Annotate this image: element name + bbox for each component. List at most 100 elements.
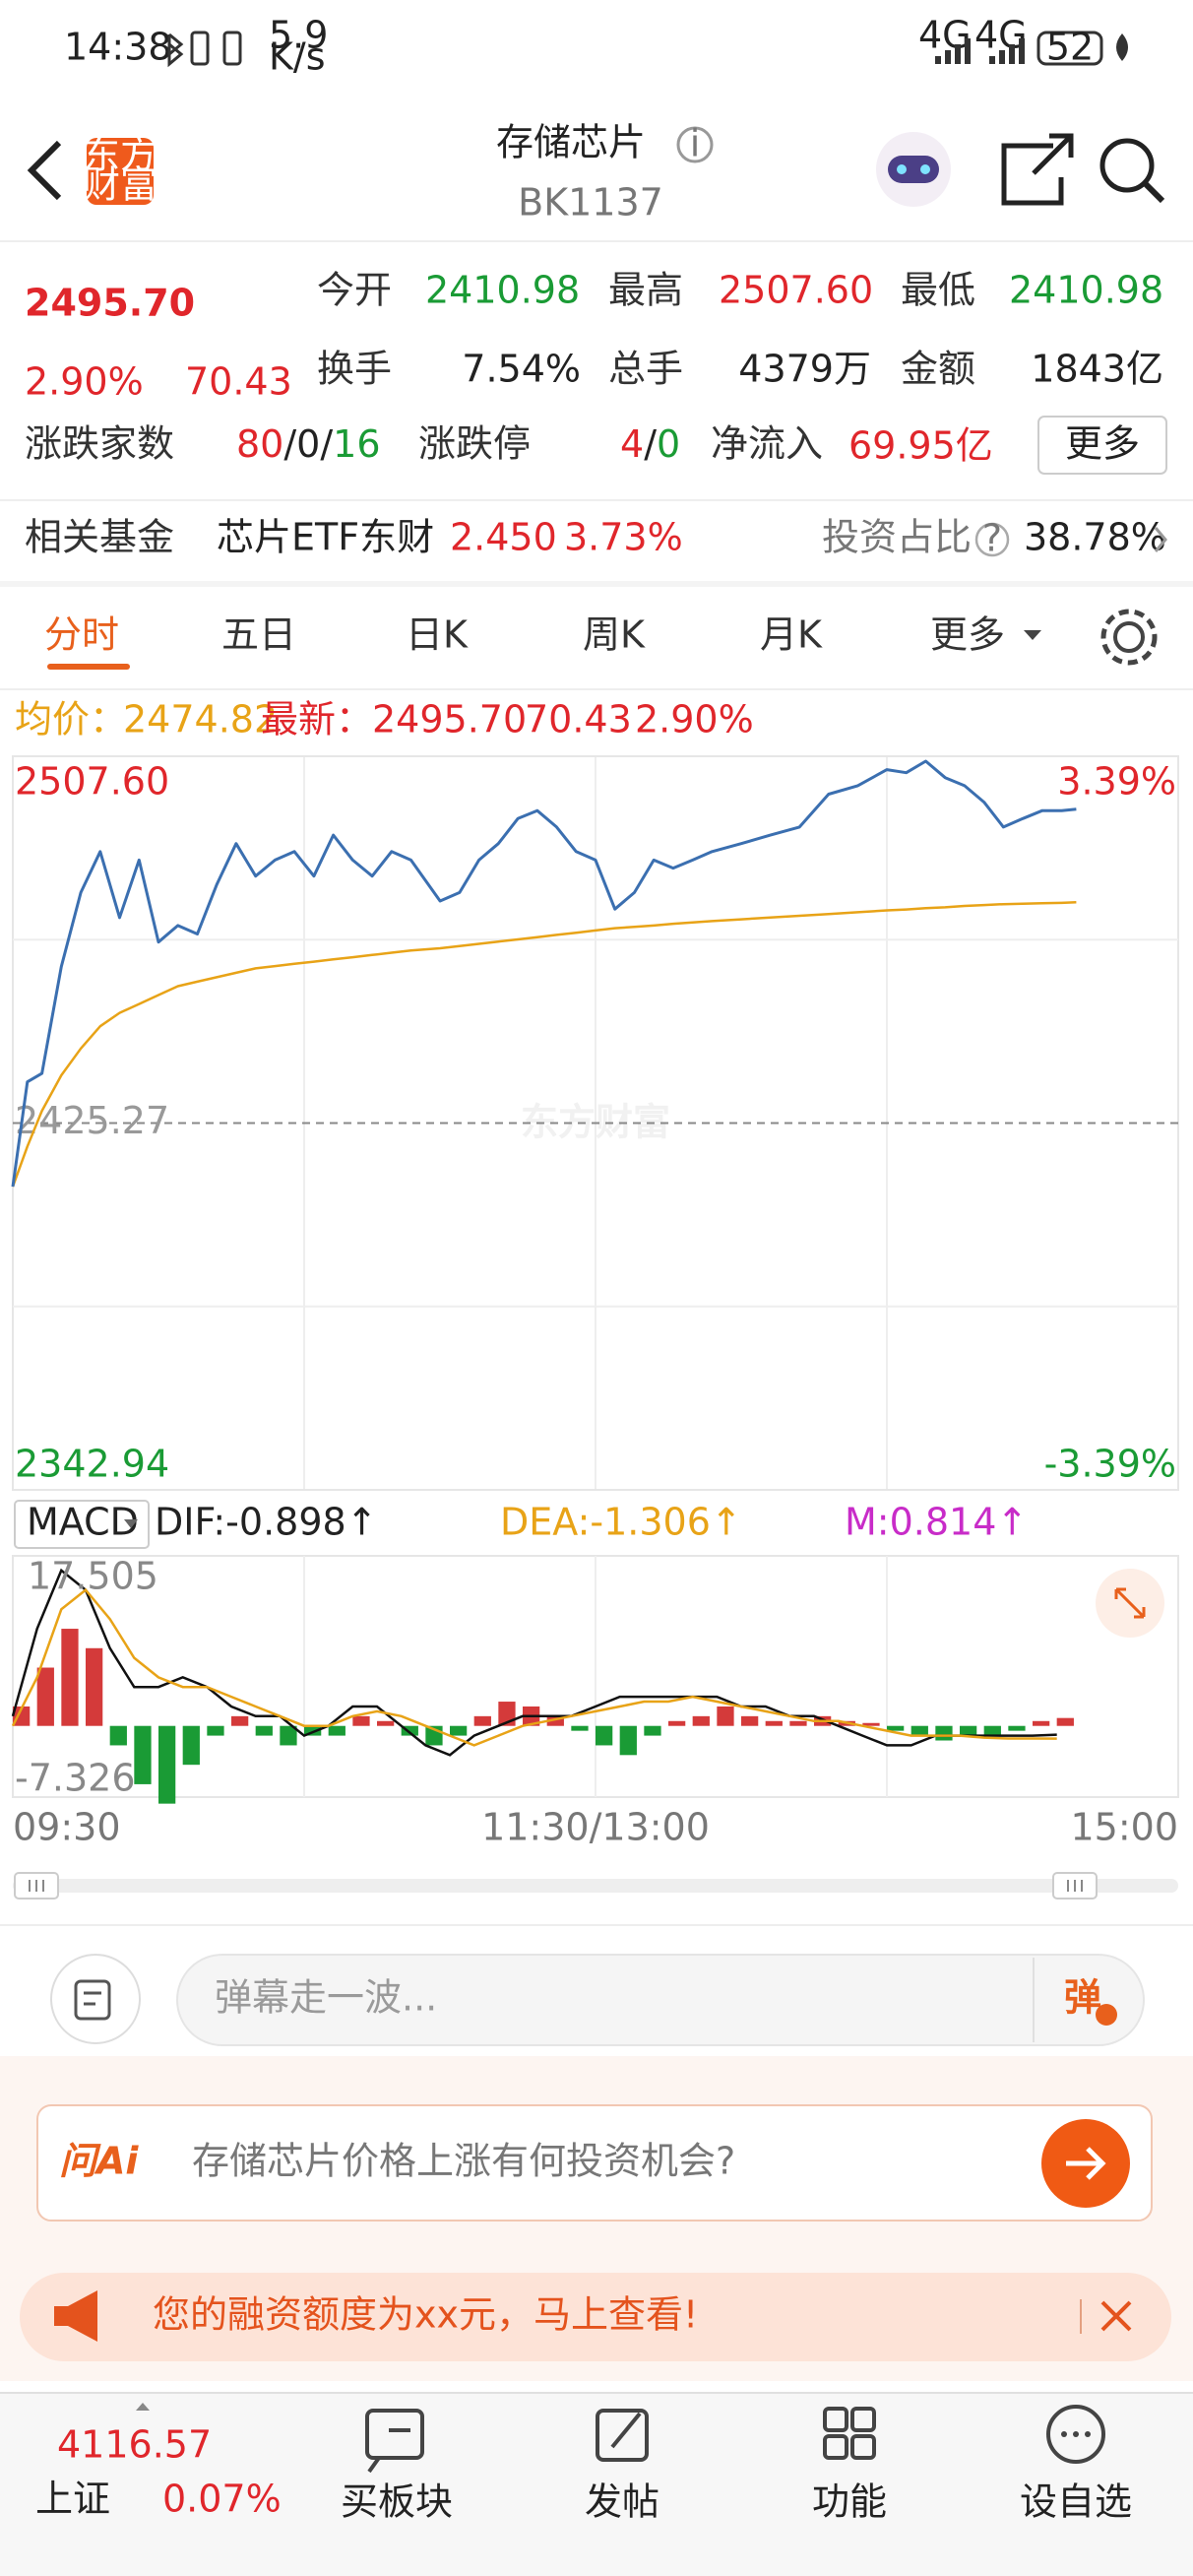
field-value: 1843亿 [1031,348,1163,391]
settings-button[interactable] [1100,609,1158,666]
danmu-toggle[interactable] [50,1954,141,2044]
fund-name: 芯片ETF东财 [217,516,434,559]
net-speed: 5.9 [269,14,328,57]
range-scroller[interactable] [29,1880,44,1892]
macd-bar [473,1715,491,1726]
avg-label: 均价： [15,698,127,741]
inflow-label: 净流入 [711,422,823,466]
macd-bar [328,1725,345,1736]
ai-logo: 问Ai [59,2140,139,2183]
expand-button[interactable] [1096,1569,1164,1638]
search-button[interactable] [1099,138,1165,204]
range-scroller[interactable] [1067,1880,1083,1892]
limit-label: 涨跌停 [418,422,531,466]
fund-row[interactable] [974,522,1010,557]
y-tick-label: 2425.27 [15,1099,169,1142]
tab[interactable]: 周K [583,613,646,657]
index-name[interactable]: 上证 [35,2478,110,2521]
search-button[interactable] [1099,138,1155,193]
macd-bar [36,1667,54,1726]
avg-value: 2474.82 [123,698,278,741]
macd-bar [182,1725,200,1766]
more-button-label[interactable]: 更多 [1065,422,1140,466]
macd-bar [1008,1725,1026,1731]
field-value: 7.54% [462,348,581,391]
fund-row[interactable]: 相关基金 芯片ETF东财 2.450 3.73% 投资占比 ? 38.78% [25,516,1167,560]
tab-bar: 分时 五日 日K 周K 月K 更多 [0,609,1193,690]
promo-banner[interactable] [20,2273,1171,2361]
nav-item[interactable]: 发帖 [585,2480,659,2524]
net-unit: K/s [269,35,326,79]
settings-button[interactable] [1113,621,1145,653]
nav-item[interactable]: 买板块 [341,2480,453,2524]
latest-value: 2495.70 [372,698,527,741]
last-price: 2495.70 [25,282,195,325]
close-button[interactable] [1100,2300,1132,2332]
ratio-value: 38.78% [1024,516,1166,559]
header [888,156,939,183]
breadth-label: 涨跌家数 [25,422,174,466]
breadth-values: / [320,422,333,466]
promo-banner[interactable] [54,2290,97,2342]
tab[interactable]: 分时 [44,613,119,657]
promo-banner[interactable]: 您的融资额度为xx元，马上查看! [20,2273,1171,2361]
ai-box[interactable] [1066,2147,1106,2180]
back-button[interactable] [27,140,62,201]
dea-legend: DEA:-1.306↑ [500,1501,742,1544]
danmu-input[interactable] [176,1954,1145,2046]
indicator-selector[interactable] [14,1500,150,1549]
share-button[interactable] [1001,133,1074,206]
danmu-bar [1096,2004,1117,2026]
ai-box[interactable] [36,2104,1153,2222]
macd-bar [86,1647,103,1726]
nav-item[interactable]: 功能 [812,2480,887,2524]
status-bar [1036,31,1103,66]
danmu-placeholder[interactable]: 弹幕走一波... [215,1976,437,2020]
info-icon[interactable] [676,126,714,163]
x-tick-label: 09:30 [13,1806,121,1849]
ai-box[interactable]: 问Ai 存储芯片价格上涨有何投资机会? [36,2104,1153,2222]
bottom-nav [823,2407,848,2432]
macd-bar [1033,1720,1050,1726]
logo-text: 财富 [83,163,157,207]
battery-level: 52 [1046,26,1094,69]
settings-button[interactable] [1100,609,1158,666]
bottom-nav [850,2434,876,2460]
macd-bar [619,1725,637,1756]
range-scroller[interactable] [13,1879,1178,1893]
tab[interactable]: 月K [760,613,823,657]
search-button[interactable] [1142,180,1165,204]
range-scroller[interactable] [13,1872,1178,1900]
macd-bar [450,1725,468,1736]
indicator-name[interactable]: MACD [27,1501,139,1544]
status-bar [989,38,1025,64]
nav-item[interactable]: 设自选 [1020,2480,1132,2524]
tab[interactable]: 日K [406,613,469,657]
promo-text: 您的融资额度为xx元，马上查看! [153,2293,698,2337]
fund-row[interactable] [1154,527,1167,552]
danmu-send[interactable]: 弹 [1064,1976,1101,2020]
macd-bar [109,1725,127,1746]
field-value: 4379万 [738,348,871,391]
breadth-up: 80 [236,422,283,466]
ratio-label: 投资占比 [822,516,972,559]
tab[interactable]: 更多 [930,613,1005,657]
more-button[interactable] [1037,416,1167,475]
limit-up: 4 [620,422,644,466]
fund-row[interactable]: ? [982,517,1002,560]
macd-bar [983,1725,1001,1736]
breadth-down: 16 [333,422,380,466]
board-code: BK1137 [518,181,663,225]
macd-bar [158,1725,176,1804]
y-tick-label: -7.326 [15,1757,136,1800]
bottom-nav [850,2407,876,2432]
macd-bar [304,1725,322,1736]
macd-bar [862,1722,880,1726]
index-value[interactable]: 4116.57 [57,2423,212,2467]
tab[interactable]: 五日 [221,613,296,657]
macd-header [124,1519,138,1528]
expand-button[interactable] [1114,1587,1146,1619]
info-icon: i [690,122,701,165]
index-change[interactable]: 0.07% [162,2478,282,2521]
macd-chart: -7.326 17.505 [11,1555,1074,1804]
